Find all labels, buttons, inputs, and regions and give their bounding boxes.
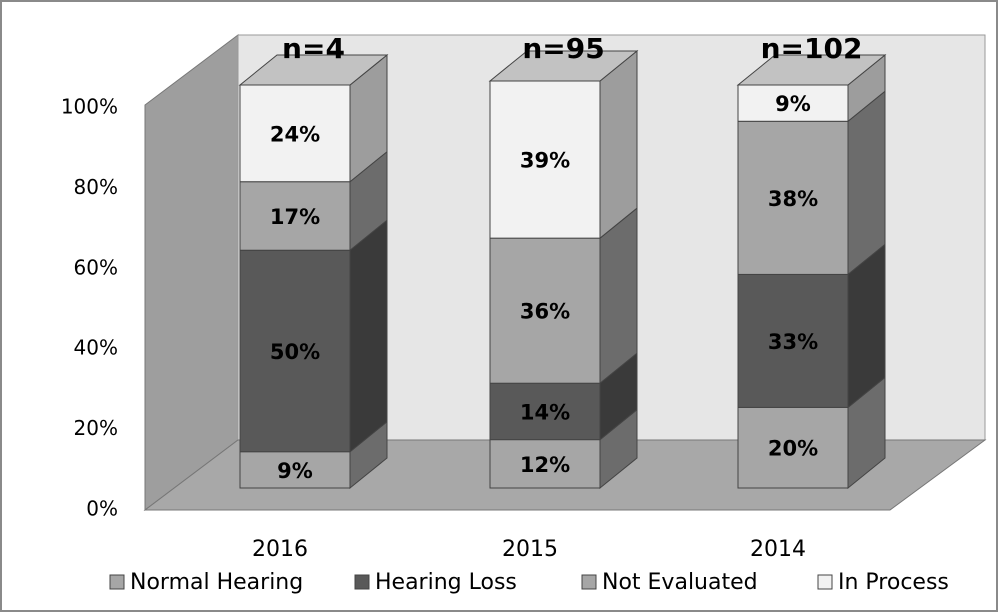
- data-label: 50%: [270, 340, 320, 364]
- bar-side: [847, 90, 886, 276]
- legend-swatch: [817, 574, 833, 590]
- data-label: 36%: [520, 300, 570, 324]
- data-label: 17%: [270, 205, 320, 229]
- data-label: 33%: [768, 330, 818, 354]
- data-label: 14%: [520, 400, 570, 424]
- bar: [239, 249, 351, 453]
- annotation: n=4: [282, 32, 345, 65]
- bar-side: [349, 219, 388, 453]
- bar: [737, 273, 849, 408]
- bar: [737, 406, 849, 489]
- bar-top: [238, 54, 389, 86]
- x-tick-label: 2015: [502, 537, 558, 562]
- y-tick-label: 100%: [61, 95, 118, 119]
- annotation: n=102: [761, 32, 863, 65]
- bar: [737, 120, 849, 275]
- x-tick-label: 2014: [750, 537, 806, 562]
- bar: [737, 84, 849, 122]
- data-label: 38%: [768, 187, 818, 211]
- legend-label: Normal Hearing: [130, 570, 303, 595]
- bar-side: [599, 207, 638, 385]
- bar: [489, 382, 601, 441]
- data-label: 39%: [520, 149, 570, 173]
- data-label: 20%: [768, 437, 818, 461]
- bar: [489, 237, 601, 384]
- data-label: 9%: [277, 459, 313, 483]
- bar: [489, 439, 601, 489]
- data-label: 12%: [520, 453, 570, 477]
- data-label: 24%: [270, 122, 320, 146]
- bar: [239, 84, 351, 183]
- x-tick-label: 2016: [252, 537, 308, 562]
- side-wall: [144, 33, 239, 512]
- legend-swatch: [109, 574, 125, 590]
- annotation: n=95: [522, 32, 604, 65]
- y-tick-label: 0%: [86, 497, 118, 521]
- legend-swatch: [581, 574, 597, 590]
- y-tick-label: 80%: [74, 175, 118, 199]
- data-label: 9%: [775, 92, 811, 116]
- y-tick-label: 20%: [74, 416, 118, 440]
- bar-top: [488, 50, 639, 82]
- bar: [489, 80, 601, 239]
- bar-top: [736, 54, 887, 86]
- legend-label: In Process: [838, 570, 949, 595]
- legend-swatch: [354, 574, 370, 590]
- bar-side: [599, 49, 638, 240]
- y-tick-label: 60%: [74, 255, 118, 279]
- bar: [239, 451, 351, 489]
- y-tick-label: 40%: [74, 336, 118, 360]
- legend-label: Not Evaluated: [602, 570, 758, 595]
- legend-label: Hearing Loss: [375, 570, 517, 595]
- bar: [239, 181, 351, 251]
